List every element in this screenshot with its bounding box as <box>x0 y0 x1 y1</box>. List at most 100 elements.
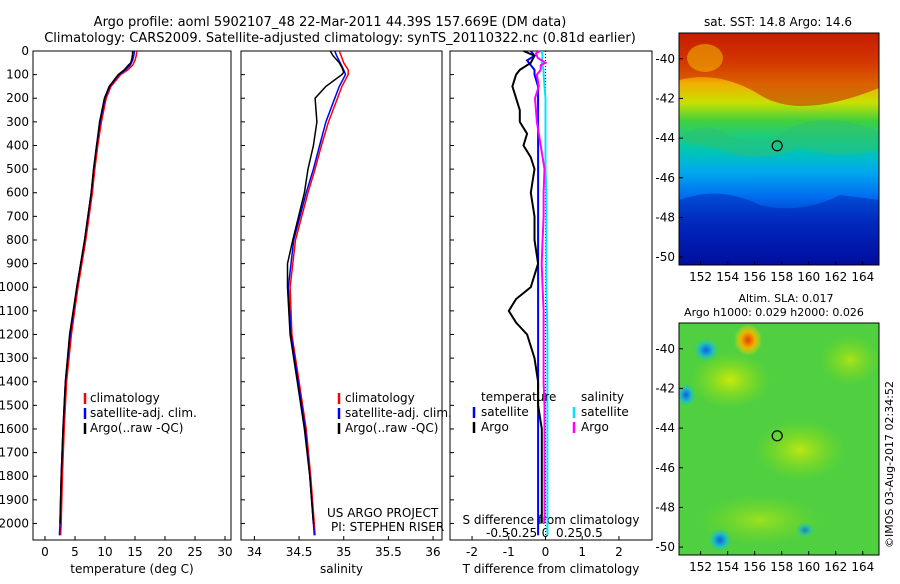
sal-legend-label: climatology <box>345 391 415 405</box>
map-ytick-label: -44 <box>655 131 675 145</box>
temp-ytick-label: 100 <box>6 68 29 82</box>
difference-plot: -2 -1 0 1 2 -0.5-0.25 0 0.25 0.5S difference fro… <box>449 50 653 576</box>
temp-ytick-label: 700 <box>6 209 29 223</box>
map-ytick-label: -40 <box>655 342 675 356</box>
temp-ytick-label: 1500 <box>0 398 29 412</box>
map-xtick-label: 160 <box>797 270 820 284</box>
diff-series-3 <box>533 50 548 524</box>
temp-ytick-label: 1100 <box>0 304 29 318</box>
header-line1: Argo profile: aoml 5902107_48 22-Mar-201… <box>94 15 567 30</box>
diff-legend-s-label: satellite <box>581 405 629 419</box>
temp-ytick-label: 1300 <box>0 351 29 365</box>
diff-legend-t-label: satellite <box>481 405 529 419</box>
map-xtick-label: 152 <box>689 270 712 284</box>
temp-ytick-label: 2000 <box>0 516 29 530</box>
diff-legend-t-title: temperature <box>481 390 556 404</box>
map-ytick-label: -46 <box>655 461 675 475</box>
map-xtick-label: 162 <box>824 560 847 574</box>
diff-legend-t-label: Argo <box>481 420 509 434</box>
sla-map-title-2: Argo h1000: 0.029 h2000: 0.026 <box>684 306 864 319</box>
diff-legend-s-title: salinity <box>581 390 624 404</box>
temp-ytick-label: 1900 <box>0 493 29 507</box>
diff-series-0 <box>525 50 540 536</box>
map-ytick-label: -50 <box>655 250 675 264</box>
temp-ytick-label: 1400 <box>0 375 29 389</box>
sal-legend-label: satellite-adj. clim. <box>345 406 452 420</box>
temp-xtick-label: 15 <box>127 545 142 559</box>
map-ytick-label: -48 <box>655 210 675 224</box>
sal-frame <box>240 50 443 541</box>
diff-frame <box>449 50 653 541</box>
diff-xtick-label: -1 <box>503 545 515 559</box>
map-xtick-label: 162 <box>824 270 847 284</box>
map-ytick-label: -50 <box>655 540 675 554</box>
map-xtick-label: 152 <box>689 560 712 574</box>
map-xtick-label: 156 <box>743 270 766 284</box>
temp-xlabel: temperature (deg C) <box>70 562 193 576</box>
sal-xtick-label: 34 <box>247 545 262 559</box>
sla-map-title-1: Altim. SLA: 0.017 <box>738 292 833 305</box>
diff-xtick-label: -2 <box>466 545 478 559</box>
sst-map-frame <box>678 32 880 266</box>
sst-argo-marker <box>771 140 783 152</box>
map-xtick-label: 160 <box>797 560 820 574</box>
map-xtick-label: 156 <box>743 560 766 574</box>
diff-sal-tick-label: -0.5 <box>486 526 509 540</box>
map-xtick-label: 164 <box>851 560 874 574</box>
map-ytick-label: -40 <box>655 52 675 66</box>
sal-annotation-line1: US ARGO PROJECT <box>327 506 439 520</box>
diff-sal-tick-label: 0 <box>542 526 550 540</box>
map-ytick-label: -48 <box>655 500 675 514</box>
credit-text: ©IMOS 03-Aug-2017 02:34:52 <box>883 381 896 548</box>
sal-xtick-label: 35.5 <box>375 545 402 559</box>
sst-map-title: sat. SST: 14.8 Argo: 14.6 <box>704 15 852 29</box>
temp-ytick-label: 1800 <box>0 469 29 483</box>
diff-xtick-label: 0 <box>542 545 550 559</box>
temp-ytick-label: 1600 <box>0 422 29 436</box>
temp-xtick-label: 20 <box>157 545 172 559</box>
sst-map: sat. SST: 14.8 Argo: 14.6 152 154 156 158 16… <box>655 15 880 284</box>
temp-legend-label: satellite-adj. clim. <box>90 406 197 420</box>
diff-xlabel: T difference from climatology <box>462 562 640 576</box>
temp-xtick-label: 5 <box>71 545 79 559</box>
sal-series-0 <box>289 50 349 536</box>
sal-series-2 <box>286 50 345 524</box>
temp-ytick-label: 900 <box>6 257 29 271</box>
sla-argo-marker <box>771 430 783 442</box>
temp-xtick-label: 30 <box>217 545 232 559</box>
diff-xtick-label: 2 <box>615 545 623 559</box>
sal-xlabel: salinity <box>320 562 363 576</box>
map-xtick-label: 154 <box>716 560 739 574</box>
diff-sal-tick-label: -0.25 <box>506 526 537 540</box>
temp-legend-label: Argo(..raw -QC) <box>90 421 183 435</box>
temp-ytick-label: 400 <box>6 138 29 152</box>
sal-xtick-label: 35 <box>336 545 351 559</box>
temperature-plot: 0100200300400500600700800900100011001200… <box>0 44 233 576</box>
temp-ytick-label: 600 <box>6 186 29 200</box>
map-ytick-label: -42 <box>655 91 675 105</box>
temp-xtick-label: 10 <box>97 545 112 559</box>
sal-xtick-label: 36 <box>425 545 440 559</box>
map-xtick-label: 164 <box>851 270 874 284</box>
map-xtick-label: 158 <box>770 270 793 284</box>
temp-ytick-label: 300 <box>6 115 29 129</box>
sal-xtick-label: 34.5 <box>286 545 313 559</box>
diff-sal-tick-label: 0.25 <box>556 526 583 540</box>
sla-map: Altim. SLA: 0.017 Argo h1000: 0.029 h200… <box>655 292 880 574</box>
temp-ytick-label: 500 <box>6 162 29 176</box>
diff-series-1 <box>507 50 543 524</box>
temp-ytick-label: 1200 <box>0 327 29 341</box>
diff-xlabel-top: S difference from climatology <box>463 513 640 527</box>
temp-legend-label: climatology <box>90 391 160 405</box>
diff-xtick-label: 1 <box>578 545 586 559</box>
diff-sal-tick-label: 0.5 <box>584 526 603 540</box>
map-ytick-label: -42 <box>655 381 675 395</box>
temp-ytick-label: 800 <box>6 233 29 247</box>
sal-legend-label: Argo(..raw -QC) <box>345 421 438 435</box>
temp-xtick-label: 0 <box>41 545 49 559</box>
temp-ytick-label: 1700 <box>0 446 29 460</box>
salinity-plot: 34 34.5 35 35.5 36 salinity climatologysatelli… <box>240 50 452 576</box>
map-ytick-label: -44 <box>655 421 675 435</box>
temp-ytick-label: 1000 <box>0 280 29 294</box>
